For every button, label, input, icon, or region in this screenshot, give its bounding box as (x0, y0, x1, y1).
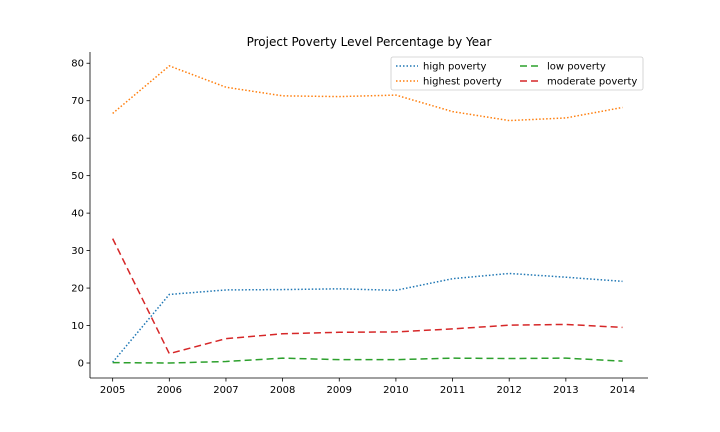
chart-title: Project Poverty Level Percentage by Year (247, 35, 492, 49)
legend-label: highest poverty (423, 77, 502, 88)
data-point (281, 288, 283, 290)
data-point (395, 358, 397, 360)
y-tick-label: 40 (71, 209, 84, 220)
legend: high poverty highest poverty low poverty mo… (390, 56, 644, 91)
x-tick-label: 2012 (496, 385, 521, 396)
x-tick-label: 2014 (610, 385, 635, 396)
x-tick-label: 2007 (213, 385, 238, 396)
y-tick-label: 60 (71, 134, 84, 145)
y-tick-label: 0 (78, 359, 84, 370)
y-tick-label: 50 (71, 171, 84, 182)
legend-box (390, 56, 644, 91)
x-tick-label: 2011 (440, 385, 465, 396)
y-tick-label: 30 (71, 246, 84, 257)
data-point (451, 357, 453, 359)
series-line-highest-poverty (112, 65, 623, 122)
y-tick-label: 70 (71, 96, 84, 107)
x-tick-label: 2008 (270, 385, 295, 396)
legend-label: moderate poverty (547, 77, 637, 88)
axes: 0 10 20 30 40 50 60 70 80 2005 2006 2007 2008 2009 201… (71, 52, 648, 396)
series-line-high-poverty (112, 272, 623, 363)
series-line-low-poverty (112, 357, 623, 364)
series-line-moderate-poverty (111, 238, 623, 355)
x-tick-label: 2009 (327, 385, 352, 396)
x-tick-label: 2005 (100, 385, 125, 396)
legend-label: high poverty (423, 62, 487, 73)
y-tick-label: 20 (71, 284, 84, 295)
x-tick-label: 2006 (157, 385, 182, 396)
data-point (508, 324, 510, 326)
x-tick-label: 2010 (383, 385, 408, 396)
legend-label: low poverty (547, 62, 606, 73)
y-tick-label: 10 (71, 321, 84, 332)
series-lines (111, 65, 623, 364)
y-tick-label: 80 (71, 59, 84, 70)
x-tick-label: 2013 (553, 385, 578, 396)
